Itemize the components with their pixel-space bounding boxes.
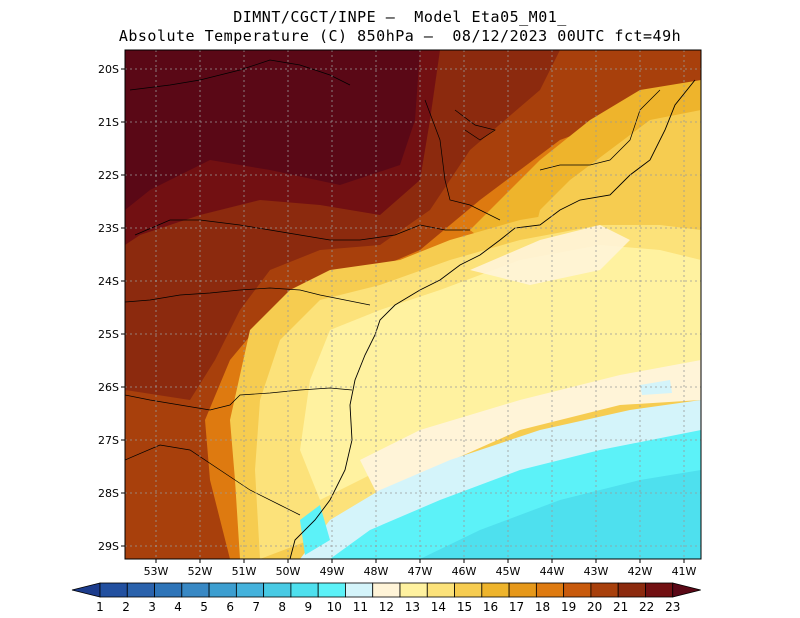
lat-label: 28S (98, 487, 119, 500)
graticule (125, 50, 701, 559)
temperature-field (125, 50, 701, 559)
colorbar-arrow-low (71, 582, 101, 598)
map-frame (124, 49, 702, 560)
lon-label: 44W (540, 565, 565, 578)
colorbar-label: 15 (457, 600, 472, 614)
colorbar-swatch (617, 582, 646, 598)
lat-label: 29S (98, 540, 119, 553)
lat-label: 24S (98, 275, 119, 288)
lon-axis: 53W 52W 51W 50W 49W 48W 47W 46W 45W 44W … (144, 559, 697, 578)
colorbar-swatch (535, 582, 565, 598)
colorbar-label: 2 (122, 600, 130, 614)
colorbar-swatch (126, 582, 155, 598)
lat-label: 21S (98, 116, 119, 129)
colorbar-swatch (235, 582, 265, 598)
colorbar-label: 5 (200, 600, 208, 614)
colorbar-swatch (372, 582, 401, 598)
colorbar-swatch (290, 582, 319, 598)
colorbar-swatch (645, 582, 674, 598)
colorbar-swatch (181, 582, 210, 598)
lat-axis: 20S 21S 22S 23S 24S 25S 26S 27S 28S 29S (98, 63, 125, 553)
lon-label: 47W (408, 565, 433, 578)
lat-label: 20S (98, 63, 119, 76)
colorbar-label: 11 (353, 600, 368, 614)
colorbar-label: 7 (252, 600, 260, 614)
colorbar: 1 2 3 4 5 6 7 8 9 10 11 12 13 14 15 16 17 18 19 20 21 22 23 (71, 582, 701, 614)
colorbar-swatch (263, 582, 292, 598)
lat-label: 25S (98, 328, 119, 341)
lat-label: 22S (98, 169, 119, 182)
colorbar-swatch (426, 582, 455, 598)
colorbar-swatch (208, 582, 237, 598)
lon-label: 53W (144, 565, 169, 578)
colorbar-swatch (454, 582, 483, 598)
colorbar-swatch (508, 582, 537, 598)
colorbar-label: 9 (304, 600, 312, 614)
lon-label: 48W (364, 565, 389, 578)
colorbar-label: 10 (327, 600, 342, 614)
coastline (289, 79, 696, 559)
lat-label: 23S (98, 222, 119, 235)
colorbar-label: 8 (278, 600, 286, 614)
colorbar-label: 6 (226, 600, 234, 614)
colorbar-label: 12 (379, 600, 394, 614)
colorbar-label: 19 (561, 600, 576, 614)
colorbar-label: 4 (174, 600, 182, 614)
lon-label: 43W (584, 565, 609, 578)
colorbar-swatch (345, 582, 374, 598)
lon-label: 49W (320, 565, 345, 578)
colorbar-swatch (590, 582, 619, 598)
lat-label: 27S (98, 434, 119, 447)
colorbar-label: 1 (96, 600, 104, 614)
colorbar-swatch (563, 582, 592, 598)
colorbar-label: 23 (665, 600, 680, 614)
title-line-2: Absolute Temperature (C) 850hPa — 08/12/… (118, 27, 682, 45)
lat-label: 26S (98, 381, 119, 394)
lon-label: 45W (496, 565, 521, 578)
colorbar-label: 16 (483, 600, 498, 614)
colorbar-label: 18 (535, 600, 550, 614)
colorbar-swatch (154, 582, 183, 598)
lon-label: 51W (232, 565, 257, 578)
lon-label: 46W (452, 565, 477, 578)
colorbar-label: 14 (431, 600, 446, 614)
colorbar-arrow-high (672, 582, 701, 598)
colorbar-label: 21 (613, 600, 628, 614)
lon-label: 41W (672, 565, 697, 578)
colorbar-swatch (399, 582, 428, 598)
colorbar-label: 20 (587, 600, 602, 614)
colorbar-label: 3 (148, 600, 156, 614)
colorbar-swatch (317, 582, 346, 598)
lon-label: 52W (188, 565, 213, 578)
lon-label: 50W (276, 565, 301, 578)
colorbar-swatch (99, 582, 128, 598)
colorbar-swatch (481, 582, 510, 598)
colorbar-label: 17 (509, 600, 524, 614)
colorbar-label: 13 (405, 600, 420, 614)
lon-label: 42W (628, 565, 653, 578)
title-line-1: DIMNT/CGCT/INPE — Model Eta05_M01_ (233, 8, 567, 26)
colorbar-label: 22 (639, 600, 654, 614)
